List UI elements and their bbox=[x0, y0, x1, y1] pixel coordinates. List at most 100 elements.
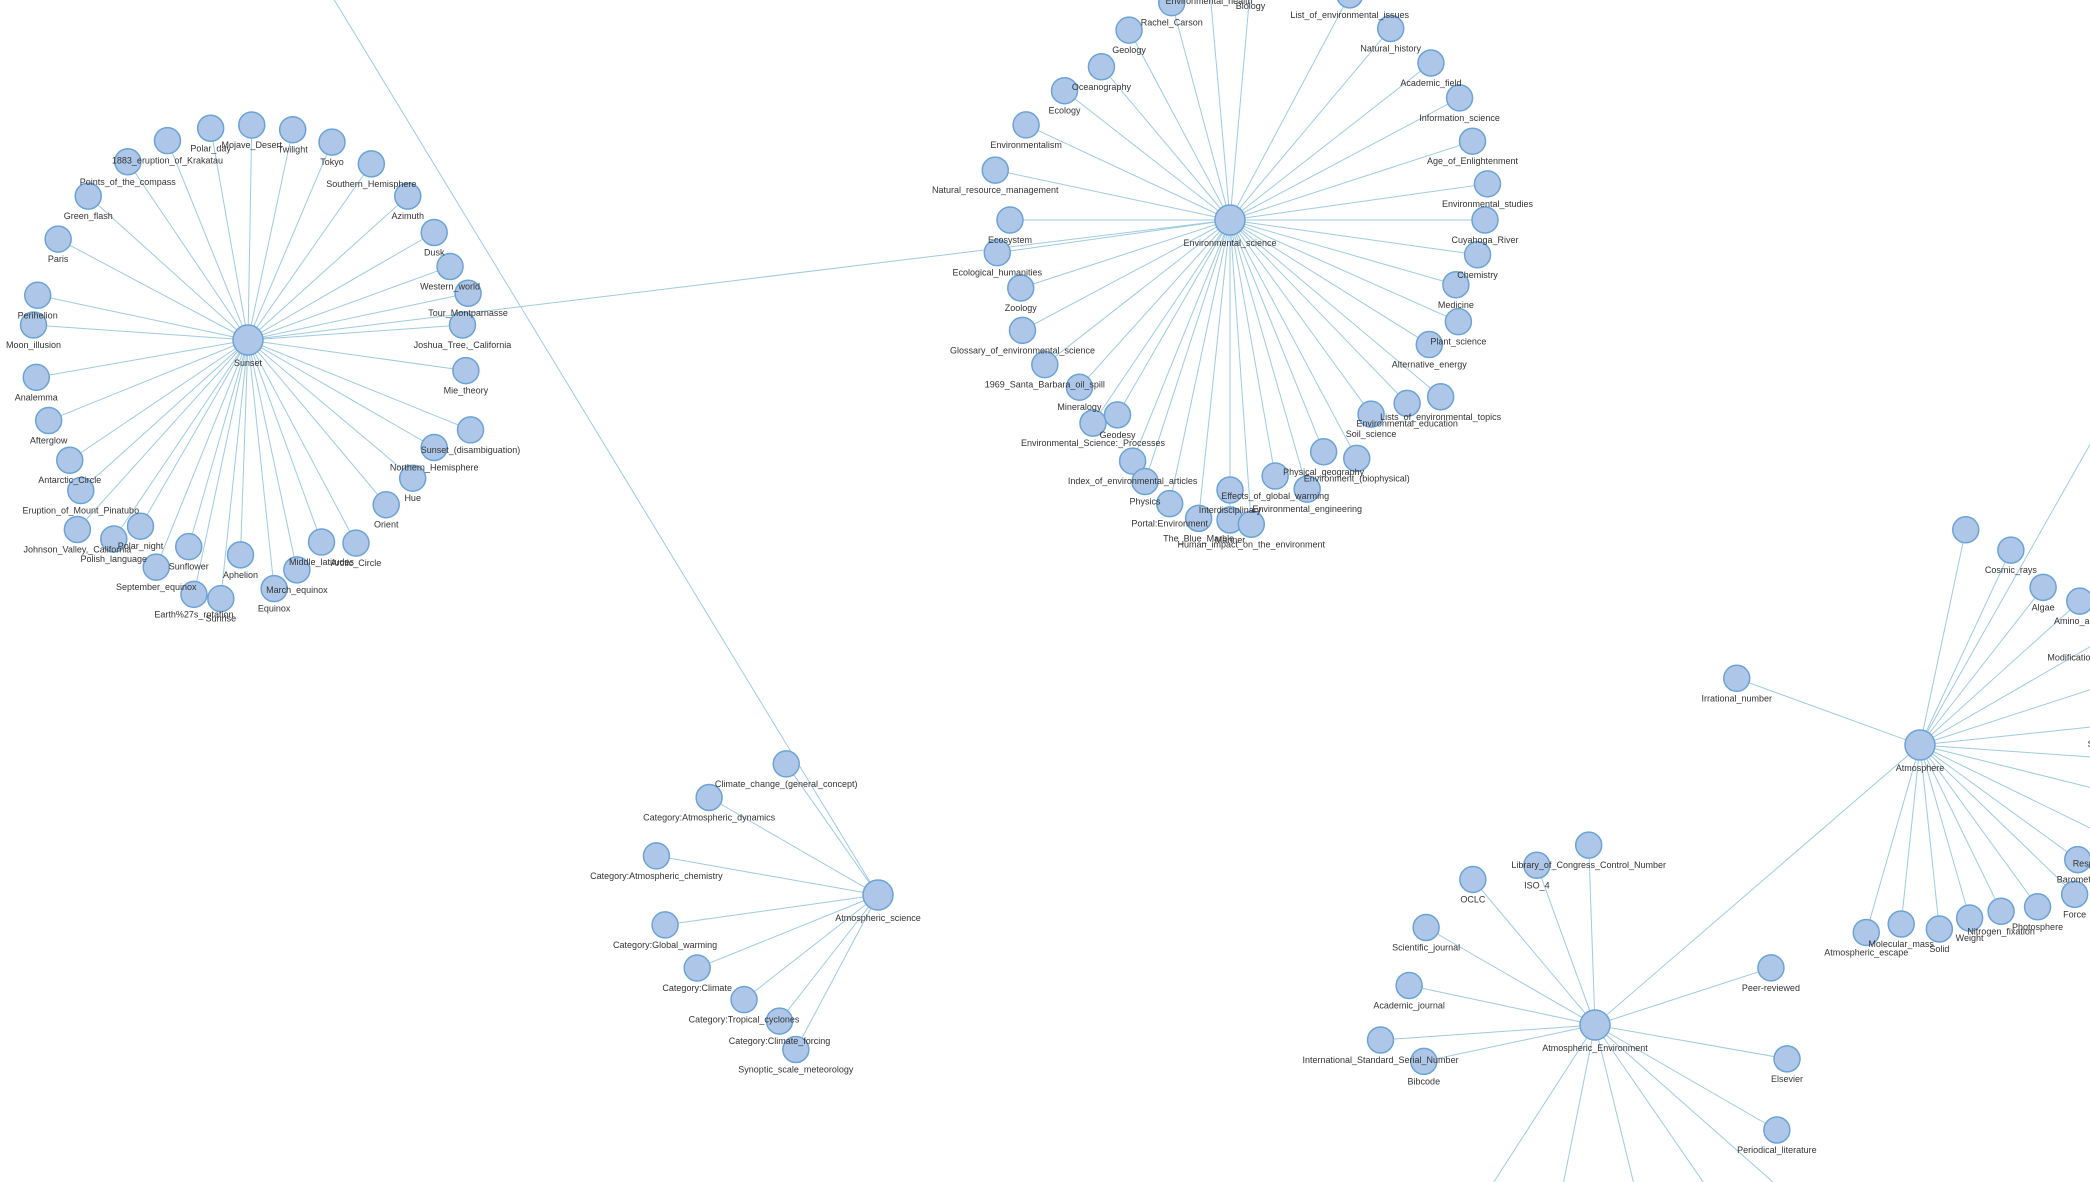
edge bbox=[1920, 745, 2090, 761]
leaf-label: Portal:Environment bbox=[1131, 519, 1208, 529]
leaf-node[interactable] bbox=[1888, 911, 1914, 937]
leaf-node[interactable] bbox=[1764, 1117, 1790, 1143]
leaf-node[interactable] bbox=[1465, 242, 1491, 268]
edge bbox=[1230, 220, 1275, 476]
edge bbox=[1230, 220, 1458, 322]
leaf-node[interactable] bbox=[1032, 352, 1058, 378]
leaf-node[interactable] bbox=[227, 542, 253, 568]
leaf-label: Lists_of_environmental_topics bbox=[1380, 412, 1502, 422]
edge bbox=[1920, 550, 2011, 745]
leaf-node[interactable] bbox=[36, 408, 62, 434]
leaf-node[interactable] bbox=[1337, 0, 1363, 8]
leaf-node[interactable] bbox=[280, 117, 306, 143]
hub-node-atmosphere[interactable] bbox=[1905, 730, 1935, 760]
leaf-node[interactable] bbox=[25, 282, 51, 308]
hub-node-atmospheric_environment[interactable] bbox=[1580, 1010, 1610, 1040]
leaf-node[interactable] bbox=[2067, 588, 2090, 614]
leaf-node[interactable] bbox=[1088, 54, 1114, 80]
leaf-node[interactable] bbox=[1368, 1027, 1394, 1053]
leaf-label: Category:Climate bbox=[662, 983, 732, 993]
leaf-node[interactable] bbox=[2062, 881, 2088, 907]
leaf-label: International_Standard_Serial_Number bbox=[1302, 1055, 1458, 1065]
leaf-node[interactable] bbox=[1418, 50, 1444, 76]
leaf-label: Orient bbox=[374, 520, 399, 530]
leaf-label: Environmental_health bbox=[1166, 0, 1253, 6]
edge bbox=[248, 340, 356, 543]
hub-node-environmental_science[interactable] bbox=[1215, 205, 1245, 235]
leaf-node[interactable] bbox=[1157, 491, 1183, 517]
leaf-label: Western_world bbox=[420, 281, 480, 291]
leaf-node[interactable] bbox=[1311, 439, 1337, 465]
leaf-node[interactable] bbox=[358, 151, 384, 177]
leaf-node[interactable] bbox=[453, 358, 479, 384]
leaf-node[interactable] bbox=[1988, 898, 2014, 924]
leaf-node[interactable] bbox=[343, 530, 369, 556]
edge bbox=[167, 141, 248, 340]
leaf-node[interactable] bbox=[684, 955, 710, 981]
leaf-node[interactable] bbox=[731, 987, 757, 1013]
leaf-label: Moon_illusion bbox=[6, 340, 61, 350]
leaf-node[interactable] bbox=[57, 447, 83, 473]
edge bbox=[1230, 220, 1371, 414]
hub-node-sunset[interactable] bbox=[233, 325, 263, 355]
leaf-node[interactable] bbox=[208, 586, 234, 612]
leaf-node[interactable] bbox=[1013, 112, 1039, 138]
leaf-node[interactable] bbox=[45, 226, 71, 252]
leaf-node[interactable] bbox=[1953, 517, 1979, 543]
leaf-node[interactable] bbox=[176, 534, 202, 560]
leaf-node[interactable] bbox=[421, 220, 447, 246]
leaf-node[interactable] bbox=[652, 912, 678, 938]
leaf-node[interactable] bbox=[1474, 171, 1500, 197]
leaf-node[interactable] bbox=[128, 513, 154, 539]
leaf-label: Sunflower bbox=[169, 562, 209, 572]
leaf-label: Library_of_Congress_Control_Number bbox=[1511, 860, 1666, 870]
leaf-node[interactable] bbox=[154, 128, 180, 154]
leaf-label: Dusk bbox=[424, 248, 445, 258]
leaf-node[interactable] bbox=[1576, 832, 1602, 858]
edge bbox=[1118, 220, 1231, 415]
leaf-node[interactable] bbox=[1724, 665, 1750, 691]
leaf-node[interactable] bbox=[309, 529, 335, 555]
hub-node-atmospheric_science[interactable] bbox=[863, 880, 893, 910]
leaf-node[interactable] bbox=[1998, 537, 2024, 563]
leaf-node[interactable] bbox=[1105, 402, 1131, 428]
leaf-node[interactable] bbox=[1008, 275, 1034, 301]
leaf-node[interactable] bbox=[1116, 17, 1142, 43]
leaf-node[interactable] bbox=[64, 517, 90, 543]
leaf-label: Respiration_(physiology) bbox=[2073, 859, 2090, 869]
leaf-node[interactable] bbox=[1774, 1046, 1800, 1072]
leaf-node[interactable] bbox=[773, 751, 799, 777]
leaf-node[interactable] bbox=[198, 115, 224, 141]
leaf-node[interactable] bbox=[23, 364, 49, 390]
leaf-node[interactable] bbox=[1396, 972, 1422, 998]
leaf-node[interactable] bbox=[2025, 894, 2051, 920]
leaf-label: Age_of_Enlightenment bbox=[1427, 156, 1519, 166]
leaf-node[interactable] bbox=[75, 183, 101, 209]
leaf-node[interactable] bbox=[1447, 85, 1473, 111]
leaf-label: Peer-reviewed bbox=[1742, 983, 1800, 993]
leaf-node[interactable] bbox=[982, 157, 1008, 183]
leaf-node[interactable] bbox=[1238, 511, 1264, 537]
leaf-node[interactable] bbox=[1460, 128, 1486, 154]
leaf-label: Climate_change_(general_concept) bbox=[715, 779, 858, 789]
leaf-label: Sunrise bbox=[206, 614, 237, 624]
leaf-node[interactable] bbox=[643, 843, 669, 869]
edge bbox=[1381, 1025, 1595, 1040]
leaf-label: Ecosystem bbox=[988, 235, 1032, 245]
leaf-node[interactable] bbox=[1428, 384, 1454, 410]
leaf-node[interactable] bbox=[997, 207, 1023, 233]
leaf-node[interactable] bbox=[319, 129, 345, 155]
leaf-node[interactable] bbox=[1460, 866, 1486, 892]
leaf-node[interactable] bbox=[2030, 574, 2056, 600]
leaf-node[interactable] bbox=[1413, 915, 1439, 941]
leaf-node[interactable] bbox=[143, 554, 169, 580]
leaf-node[interactable] bbox=[1758, 955, 1784, 981]
leaf-node[interactable] bbox=[1010, 317, 1036, 343]
leaf-node[interactable] bbox=[1445, 309, 1471, 335]
leaf-node[interactable] bbox=[1472, 207, 1498, 233]
hub-label: Atmosphere bbox=[1896, 763, 1945, 773]
leaf-node[interactable] bbox=[458, 417, 484, 443]
leaf-label: Synoptic_scale_meteorology bbox=[738, 1065, 854, 1075]
leaf-node[interactable] bbox=[373, 492, 399, 518]
leaf-node[interactable] bbox=[239, 112, 265, 138]
